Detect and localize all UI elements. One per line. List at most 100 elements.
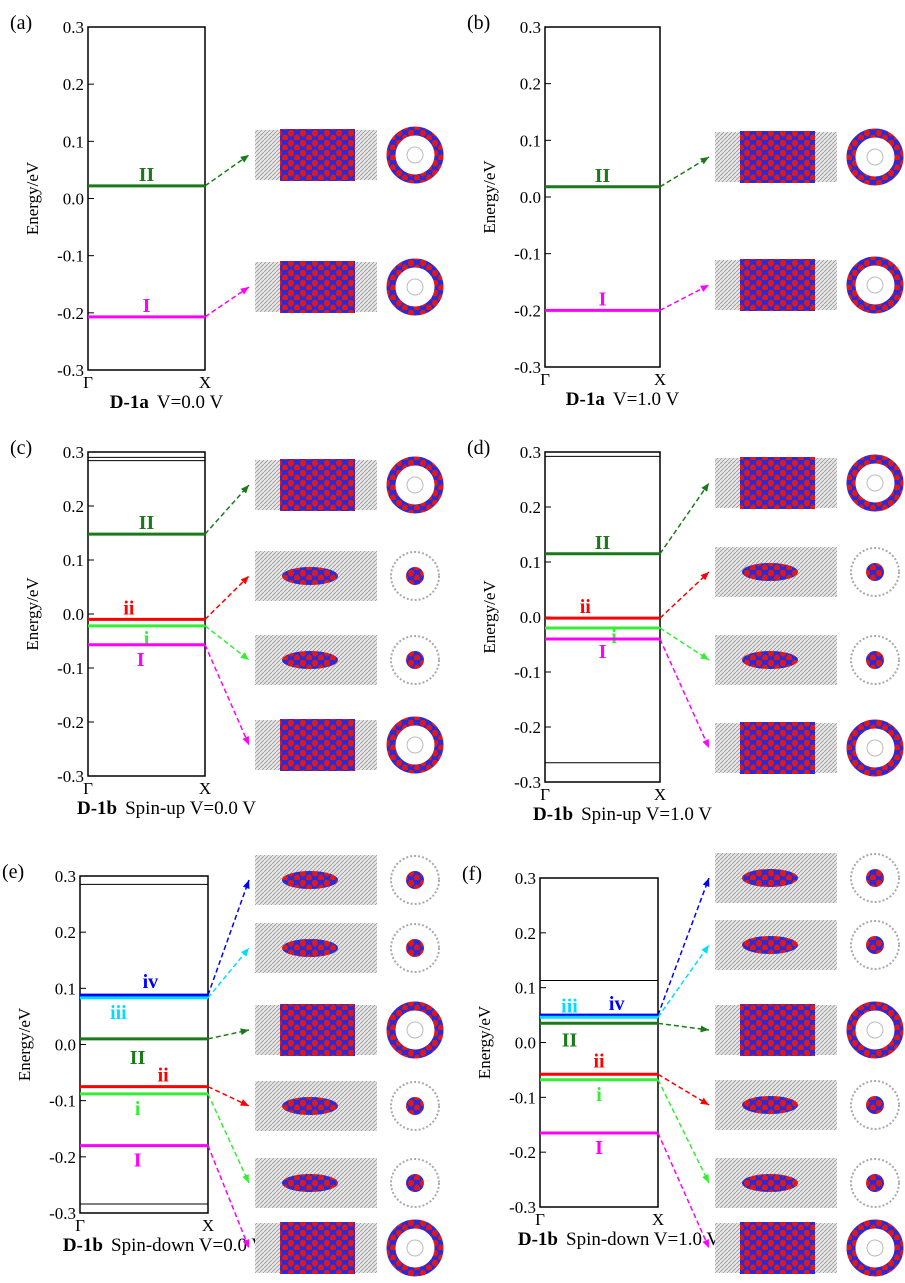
band-label: II (139, 164, 155, 186)
cross-section (851, 724, 899, 772)
y-tick-label: 0.0 (520, 188, 541, 207)
band-label: iv (143, 971, 159, 993)
arrow-head (241, 485, 249, 494)
arrow-head (240, 155, 249, 163)
band-label: ii (593, 1050, 605, 1072)
y-tick-label: 0.3 (515, 869, 536, 888)
caption-text: Spin-down V=1.0 V (566, 1229, 720, 1250)
orbital (740, 1222, 815, 1274)
y-tick-label: 0.0 (520, 608, 541, 627)
panel-label: (a) (10, 12, 32, 34)
band-label: ii (580, 596, 592, 618)
orbital (740, 1004, 815, 1056)
orbital (280, 261, 355, 313)
cross-section (391, 131, 439, 179)
cross-section-inner (867, 475, 883, 491)
cross-section-inner (867, 277, 883, 293)
band-label: I (134, 1150, 142, 1172)
band-label: i (611, 626, 617, 648)
arrow-head (700, 653, 709, 660)
cross-section-inner (407, 279, 423, 295)
orbital (742, 563, 798, 581)
band-label: I (599, 288, 607, 310)
cross-section-orbital (406, 939, 424, 957)
orbital (742, 936, 798, 954)
band-label: I (143, 295, 151, 317)
y-tick-label: 0.3 (55, 867, 76, 886)
arrow-head (700, 1098, 709, 1105)
y-tick-label: 0.1 (63, 551, 84, 570)
y-tick-label: -0.2 (514, 718, 541, 737)
arrow-head (240, 1028, 249, 1035)
y-tick-label: -0.1 (57, 247, 84, 266)
y-tick-label: -0.3 (57, 767, 84, 786)
caption: D-1aV=1.0 V (566, 389, 680, 410)
panel-label: (b) (467, 12, 490, 34)
orbital (740, 722, 815, 774)
arrow (658, 1080, 709, 1183)
cross-section-orbital (406, 651, 424, 669)
band-label: I (137, 649, 145, 671)
y-tick-label: -0.1 (509, 1088, 536, 1107)
orbital (282, 651, 338, 669)
x-tick-label: X (199, 373, 211, 392)
y-tick-label: -0.3 (514, 358, 541, 377)
band-label: II (595, 532, 611, 554)
cross-section-orbital (406, 1097, 424, 1115)
x-tick-label: X (202, 1216, 214, 1235)
y-tick-label: -0.2 (514, 301, 541, 320)
y-tick-label: -0.2 (509, 1143, 536, 1162)
cross-section (851, 459, 899, 507)
orbital (280, 719, 355, 771)
y-tick-label: -0.2 (49, 1148, 76, 1167)
cross-section-inner (407, 477, 423, 493)
arrow (660, 483, 709, 554)
cross-section (391, 461, 439, 509)
arrow-head (241, 948, 249, 957)
orbital (740, 457, 815, 509)
arrow (208, 1146, 249, 1248)
orbital (742, 651, 798, 669)
arrow (208, 880, 249, 995)
y-tick-label: 0.0 (63, 605, 84, 624)
y-axis-label: Energy/eV (480, 580, 499, 654)
y-tick-label: 0.0 (63, 190, 84, 209)
caption-text: Spin-up V=1.0 V (581, 804, 712, 825)
arrow (658, 878, 709, 1015)
cross-section (391, 721, 439, 769)
y-tick-label: 0.0 (55, 1036, 76, 1055)
band-label: II (595, 165, 611, 187)
y-tick-label: -0.3 (514, 773, 541, 792)
y-tick-label: 0.2 (520, 498, 541, 517)
x-tick-label: X (654, 785, 666, 804)
band-label: I (595, 1137, 603, 1159)
orbital (742, 869, 798, 887)
band-label: iii (110, 1002, 127, 1024)
x-tick-label: Γ (83, 373, 93, 392)
arrow-head (240, 1099, 249, 1106)
caption-label: D-1b (77, 798, 117, 819)
cross-section-inner (867, 1240, 883, 1256)
y-tick-label: -0.2 (57, 713, 84, 732)
caption-text: V=0.0 V (157, 392, 224, 413)
band-label: II (139, 512, 155, 534)
arrow (208, 948, 249, 998)
y-tick-label: 0.1 (515, 979, 536, 998)
y-tick-label: -0.1 (49, 1092, 76, 1111)
arrow (660, 157, 709, 187)
arrow-head (242, 736, 249, 745)
x-tick-label: Γ (540, 370, 550, 389)
caption-label: D-1b (533, 804, 573, 825)
y-tick-label: -0.1 (514, 245, 541, 264)
orbital (282, 567, 338, 585)
orbital (280, 129, 355, 181)
orbital (282, 939, 338, 957)
y-tick-label: 0.3 (63, 18, 84, 37)
y-tick-label: -0.2 (57, 304, 84, 323)
y-tick-label: 0.0 (515, 1034, 536, 1053)
axes-frame (88, 452, 205, 776)
axes-frame (545, 27, 660, 367)
caption-text: Spin-down V=0.0 V (111, 1235, 265, 1256)
arrow (205, 485, 249, 534)
band-label: i (596, 1084, 602, 1106)
